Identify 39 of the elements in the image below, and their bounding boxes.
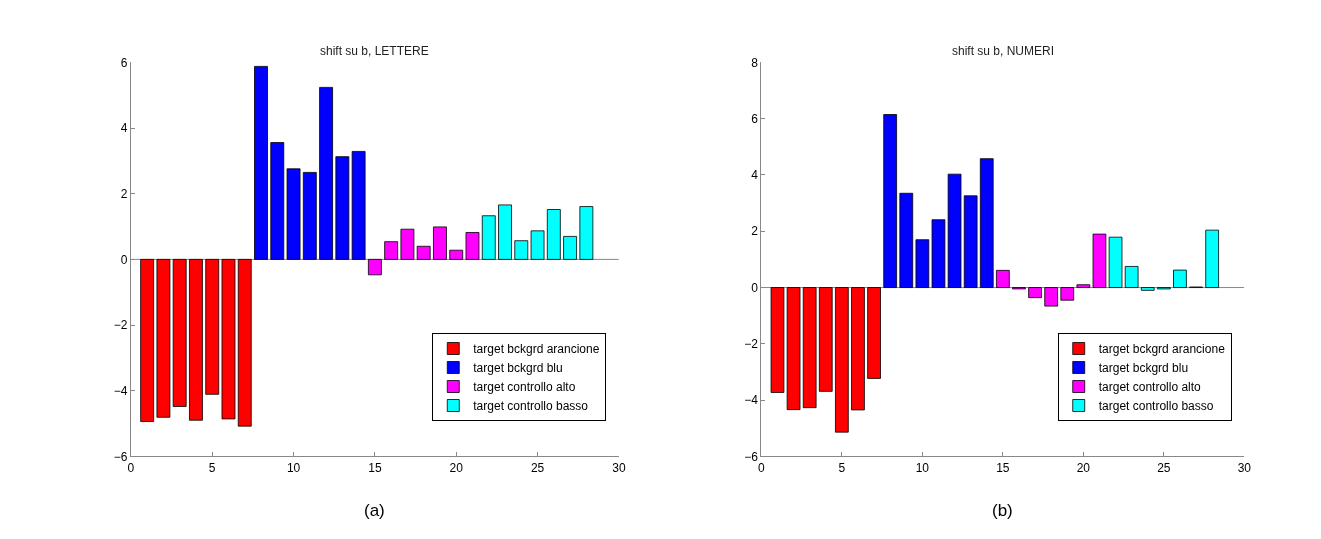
x-tick-label: 20 xyxy=(1076,460,1091,475)
text: (b) xyxy=(992,501,1013,520)
x-tick-label: 10 xyxy=(286,460,301,475)
y-tick-label: 6 xyxy=(751,111,759,126)
y-tick-label: 4 xyxy=(751,168,759,183)
legend-label: target bckgrd arancione xyxy=(473,342,600,357)
y-tick-label: −6 xyxy=(113,449,128,464)
y-tick-label: −4 xyxy=(744,393,759,408)
y-tick-label: 4 xyxy=(120,121,128,136)
x-tick-label: 15 xyxy=(996,460,1010,475)
legend-label: target bckgrd blu xyxy=(473,361,563,376)
legend-label: target controllo basso xyxy=(473,399,589,414)
x-tick-label: 30 xyxy=(1237,460,1252,475)
y-tick-label: 0 xyxy=(751,280,759,295)
y-tick-label: 2 xyxy=(120,186,128,201)
x-tick-label: 25 xyxy=(530,460,545,475)
y-tick-label: −6 xyxy=(744,449,759,464)
x-tick-label: 5 xyxy=(838,460,846,475)
text: (a) xyxy=(364,501,385,520)
y-tick-label: 6 xyxy=(120,55,128,70)
legend-label: target bckgrd blu xyxy=(1098,361,1189,376)
chart-title: shift su b, LETTERE xyxy=(320,44,429,58)
x-tick-label: 10 xyxy=(915,460,930,475)
x-tick-label: 30 xyxy=(612,460,626,475)
x-tick-label: 25 xyxy=(1157,460,1171,475)
legend-label: target bckgrd arancione xyxy=(1098,342,1226,357)
y-tick-label: 2 xyxy=(751,224,759,239)
y-tick-label: 0 xyxy=(120,252,128,267)
y-tick-label: −4 xyxy=(113,383,128,398)
legend-label: target controllo basso xyxy=(1098,399,1214,414)
x-tick-label: 20 xyxy=(449,460,464,475)
y-tick-label: −2 xyxy=(744,337,759,352)
chart-title: shift su b, NUMERI xyxy=(952,44,1055,58)
y-tick-label: −2 xyxy=(113,318,128,333)
legend-label: target controllo alto xyxy=(473,380,576,395)
x-tick-label: 5 xyxy=(208,460,216,475)
x-tick-label: 15 xyxy=(368,460,382,475)
legend-label: target controllo alto xyxy=(1098,380,1202,395)
y-tick-label: 8 xyxy=(751,55,759,70)
